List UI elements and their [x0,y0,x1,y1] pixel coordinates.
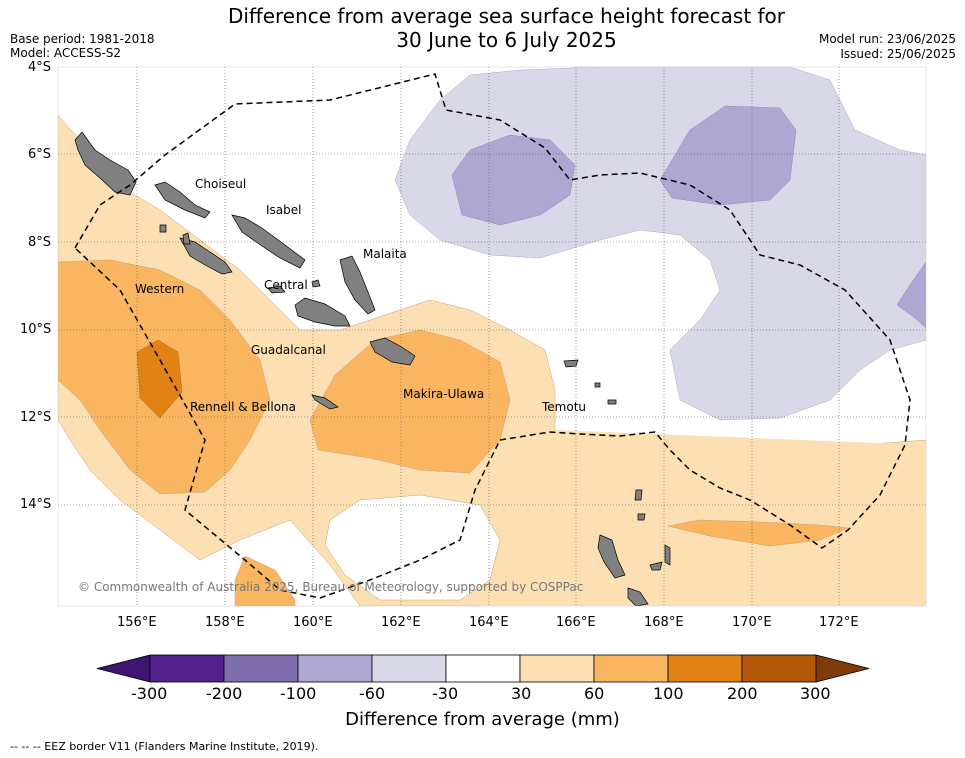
place-label-choiseul: Choiseul [195,177,247,191]
colorbar-extend-low [96,654,151,683]
anomaly-neutral-hole [324,494,501,601]
place-label-rennell-bellona: Rennell & Bellona [190,400,297,414]
island-new-georgia [179,237,233,275]
colorbar-segment [519,654,595,683]
model-run: Model run: 23/06/2025 [818,32,956,46]
place-label-makira-ulawa: Makira-Ulawa [403,387,485,401]
issued-date: Issued: 25/06/2025 [840,47,956,61]
copyright-notice: © Commonwealth of Australia 2025, Bureau… [78,580,584,594]
lon-label: 164°E [469,615,509,630]
island-small-a [159,224,167,233]
chart-title-line1: Difference from average sea surface heig… [227,4,786,28]
place-label-temotu: Temotu [542,400,587,414]
base-period: Base period: 1981-2018 [10,32,155,46]
island-malaita [339,255,376,315]
island-central [267,285,286,294]
colorbar-tick-label: -60 [359,684,386,703]
anomaly-neg60-neg100-east [659,105,797,206]
lon-label: 158°E [205,615,245,630]
chart-title-line2: 30 June to 6 July 2025 [396,28,617,52]
colorbar-tick-label: -300 [131,684,168,703]
place-label-western: Western [135,282,185,296]
anomaly-60-100-central [309,329,511,474]
island-vanuatu-small2 [664,544,671,566]
lat-label: 6°S [28,147,52,162]
colorbar-segment [667,654,743,683]
colorbar-tick-label: 60 [584,684,605,703]
place-label-malaita: Malaita [363,247,407,261]
colorbar-segment [593,654,669,683]
place-label-guadalcanal: Guadalcanal [251,343,326,357]
island-vanuatu-small3 [634,489,643,501]
gridlines [58,67,926,606]
island-isabel [231,214,306,269]
place-label-isabel: Isabel [266,203,302,217]
anomaly-30-60-east [460,430,926,606]
lon-label: 172°E [819,615,859,630]
colorbar-tick-label: -200 [206,684,243,703]
colorbar-segment [297,654,373,683]
anomaly-60-100-southwest [234,555,296,606]
island-santa-cruz [563,359,579,368]
lon-label: 168°E [644,615,684,630]
lon-label: 156°E [117,615,157,630]
lat-label: 12°S [20,410,52,425]
colorbar-title: Difference from average (mm) [345,709,620,730]
colorbar-segment [371,654,447,683]
colorbar-segment [445,654,521,683]
anomaly-60-100-east [667,519,849,547]
colorbar-segment [149,654,225,683]
model-name: Model: ACCESS-S2 [10,46,122,60]
colorbar-segment [223,654,299,683]
lat-label: 14°S [20,497,52,512]
lon-label: 170°E [732,615,772,630]
land-masses [74,131,671,606]
lat-label: 10°S [20,322,52,337]
colorbar-tick-label: 300 [800,684,831,703]
island-small-d [594,382,601,388]
island-vanuatu-small4 [637,513,646,521]
colorbar-tick-label: -100 [280,684,317,703]
island-rennell [311,394,339,410]
lat-label: 4°S [28,60,52,75]
lon-label: 160°E [293,615,333,630]
lon-label: 166°E [556,615,596,630]
colorbar-tick-label: 200 [727,684,758,703]
island-guadalcanal [294,297,351,327]
place-label-central: Central [264,278,308,292]
colorbar-tick-label: -30 [432,684,459,703]
island-small-b [182,232,191,245]
island-small-e [607,399,617,405]
colorbar-segment [741,654,817,683]
island-small-c [311,279,321,288]
eez-legend-note: -- -- -- EEZ border V11 (Flanders Marine… [10,740,319,753]
anomaly-neg60-neg100-edge [896,261,926,329]
colorbar-extend-high [815,654,870,683]
colorbar-tick-label: 100 [653,684,684,703]
island-vanuatu-small1 [649,561,663,571]
island-vanuatu-espiritu [597,534,626,579]
lat-label: 8°S [28,235,52,250]
island-choiseul [154,181,211,219]
island-vanuatu-malekula [627,587,649,606]
anomaly-100-200-west [136,339,183,419]
lon-label: 162°E [381,615,421,630]
island-makira [369,337,416,366]
colorbar-tick-label: 30 [511,684,532,703]
island-bougainville [74,131,137,196]
